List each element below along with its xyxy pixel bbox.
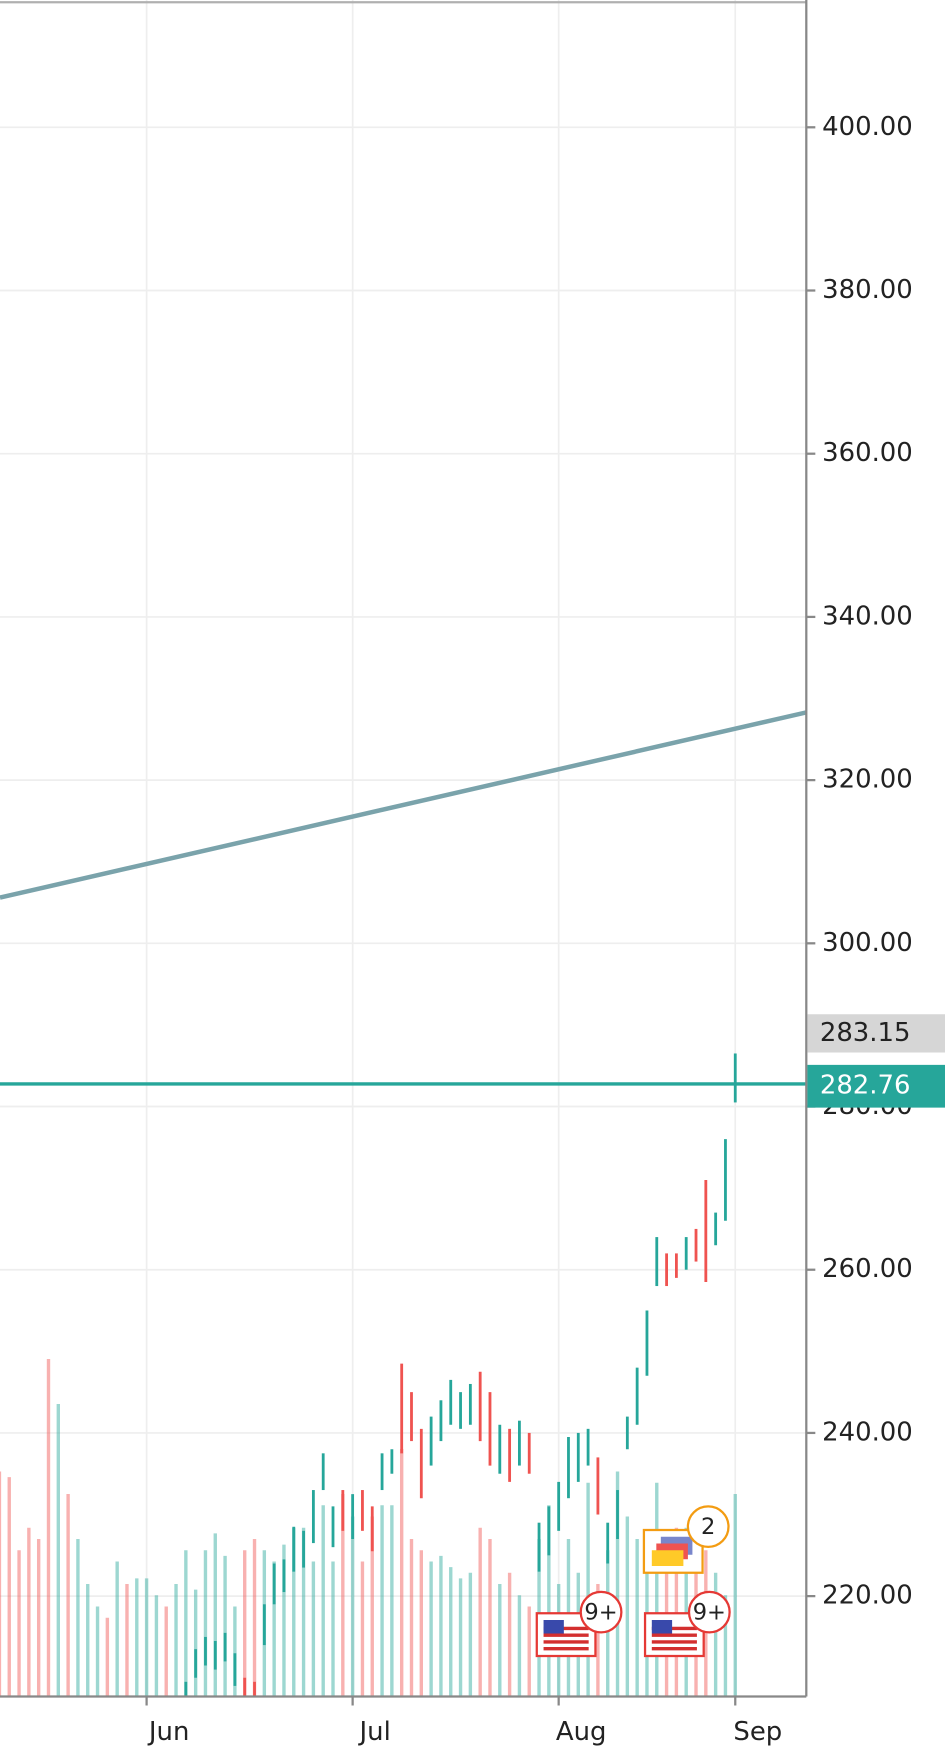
volume-bar (56, 1404, 60, 1697)
volume-bar (547, 1505, 551, 1697)
x-tick-label: Jul (358, 1717, 391, 1747)
volume-bar (154, 1595, 159, 1697)
volume-bar (292, 1527, 296, 1697)
volume-bar (390, 1505, 394, 1697)
volume-bar (301, 1527, 306, 1697)
volume-bar (272, 1561, 276, 1697)
volume-bar (399, 1449, 404, 1697)
volume-bar (125, 1584, 129, 1697)
x-tick-label: Sep (733, 1717, 782, 1747)
event-news: 2 (642, 1505, 730, 1574)
volume-bar (419, 1550, 424, 1697)
volume-bar (115, 1561, 119, 1697)
volume-bar (713, 1572, 718, 1697)
volume-bar (86, 1584, 90, 1697)
volume-bar (468, 1572, 473, 1697)
volume-bar (733, 1494, 737, 1697)
volume-bar (586, 1482, 590, 1697)
volume-bar (615, 1471, 620, 1697)
volume-bar (350, 1516, 355, 1697)
volume-bar (164, 1606, 168, 1697)
high-price-label: 283.15 (820, 1018, 911, 1048)
grid (0, 0, 807, 1697)
volume-bar (66, 1494, 70, 1697)
volume-bar (409, 1539, 414, 1697)
volume-bar (135, 1578, 139, 1697)
volume-bar (360, 1561, 365, 1697)
volume-bar (517, 1595, 522, 1697)
volume-bar (76, 1539, 80, 1697)
volume-bar (331, 1561, 335, 1697)
volume-bar (95, 1606, 100, 1697)
volume-bar (527, 1606, 531, 1697)
volume-bar (321, 1505, 325, 1697)
volume-bar (507, 1572, 512, 1697)
volume-bar (488, 1539, 492, 1697)
y-tick-label: 380.00 (822, 275, 913, 305)
volume-bar (144, 1578, 149, 1697)
volume-bar (36, 1539, 41, 1697)
volume-bar (635, 1539, 639, 1697)
volume-bar (498, 1584, 502, 1697)
volume-bar (0, 1471, 2, 1697)
y-tick-label: 260.00 (822, 1254, 913, 1284)
volume-bar (311, 1561, 316, 1697)
y-tick-label: 240.00 (822, 1417, 913, 1447)
volume-bar (203, 1550, 208, 1697)
volume-bar (193, 1589, 198, 1697)
y-tick-label: 400.00 (822, 112, 913, 142)
volume-bar (429, 1561, 433, 1697)
volume-bar (596, 1584, 600, 1697)
volume-bar (17, 1550, 21, 1697)
event-count: 9+ (584, 1600, 617, 1626)
high-price-label-bg (807, 1014, 945, 1053)
volume-bar (478, 1527, 482, 1697)
axes: 220.00240.00260.00280.00300.00320.00340.… (145, 112, 945, 1747)
volume-bar (380, 1505, 384, 1697)
volume-bar (233, 1606, 237, 1697)
y-tick-label: 340.00 (822, 601, 913, 631)
volume-bar (223, 1555, 227, 1697)
trend-line (0, 710, 807, 900)
volume-bar (723, 1595, 728, 1697)
x-tick-label: Aug (556, 1717, 607, 1747)
volume-bar (105, 1617, 110, 1697)
volume-bar (341, 1494, 345, 1697)
volume-bar (655, 1482, 659, 1697)
last-price-label: 282.76 (820, 1071, 911, 1101)
x-tick-label: Jun (147, 1717, 190, 1747)
volume-bar (174, 1584, 178, 1697)
y-tick-label: 220.00 (822, 1581, 913, 1611)
last-price-label-bg (807, 1064, 945, 1108)
volume-bar (184, 1550, 188, 1697)
y-tick-label: 320.00 (822, 765, 913, 795)
event-flag: 9+ (643, 1590, 731, 1658)
event-count: 9+ (693, 1600, 726, 1626)
volume-bar (282, 1544, 286, 1697)
volume-bar (370, 1516, 374, 1697)
volume-bar (27, 1527, 31, 1697)
volume-bar (625, 1516, 630, 1697)
volume-bar (449, 1567, 453, 1697)
volume-bar (439, 1555, 443, 1697)
event-flag: 9+ (535, 1590, 623, 1658)
volume-bar (243, 1550, 247, 1697)
volume-bar (46, 1359, 51, 1697)
volume-bar (7, 1477, 11, 1697)
y-tick-label: 360.00 (822, 438, 913, 468)
event-count: 2 (701, 1514, 715, 1540)
volume-bar (458, 1578, 463, 1697)
volume-bar (252, 1539, 257, 1697)
y-tick-label: 300.00 (822, 928, 913, 958)
volume-bar (213, 1533, 217, 1697)
